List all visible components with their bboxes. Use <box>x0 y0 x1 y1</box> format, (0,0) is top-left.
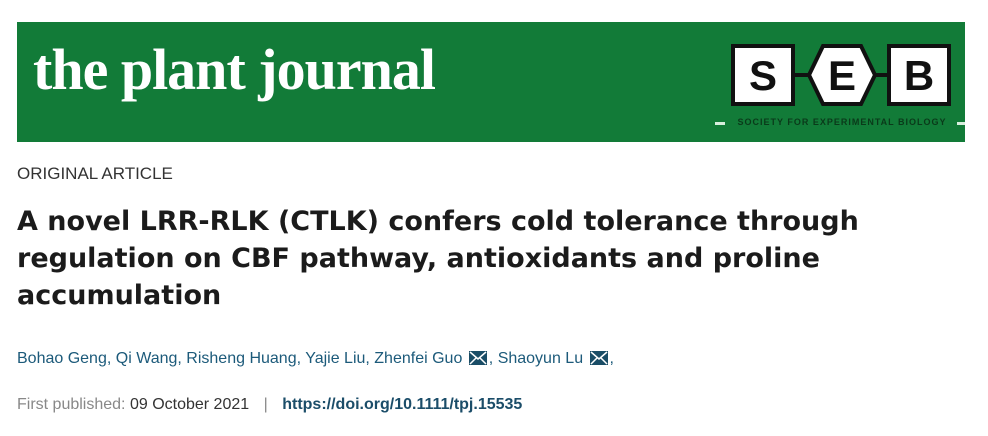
publication-info: First published: 09 October 2021 | https… <box>17 396 522 414</box>
author-link[interactable]: Zhenfei Guo <box>374 350 463 367</box>
author-separator: , <box>177 350 187 367</box>
article-title: A novel LRR-RLK (CTLK) confers cold tole… <box>17 206 859 311</box>
svg-text:S: S <box>749 52 777 99</box>
separator: | <box>263 396 268 413</box>
divider <box>957 122 965 125</box>
author-link[interactable]: Bohao Geng <box>17 350 107 367</box>
mail-icon[interactable] <box>589 351 608 365</box>
author-list: Bohao Geng, Qi Wang, Risheng Huang, Yaji… <box>17 350 614 368</box>
seb-logo: S E B <box>731 44 951 106</box>
society-name: SOCIETY FOR EXPERIMENTAL BIOLOGY <box>737 117 947 127</box>
author-separator: , <box>296 350 306 367</box>
author-link[interactable]: Shaoyun Lu <box>497 350 584 367</box>
divider <box>715 122 725 125</box>
first-published-date: 09 October 2021 <box>129 396 250 413</box>
svg-text:E: E <box>828 52 856 99</box>
mail-icon[interactable] <box>468 351 487 365</box>
author-link[interactable]: Yajie Liu <box>305 350 366 367</box>
author-link[interactable]: Risheng Huang <box>186 350 297 367</box>
journal-title: the plant journal <box>33 37 436 102</box>
author-separator: , <box>488 350 498 367</box>
doi-link[interactable]: https://doi.org/10.1111/tpj.15535 <box>282 396 523 413</box>
first-published-label: First published: <box>17 396 126 413</box>
author-separator: , <box>365 350 375 367</box>
author-separator: , <box>106 350 116 367</box>
journal-banner[interactable]: the plant journal S E B SOCIETY FOR EXPE… <box>17 22 965 142</box>
svg-text:B: B <box>904 52 934 99</box>
author-link[interactable]: Qi Wang <box>115 350 178 367</box>
author-separator: , <box>609 350 614 367</box>
article-type: ORIGINAL ARTICLE <box>17 164 173 183</box>
